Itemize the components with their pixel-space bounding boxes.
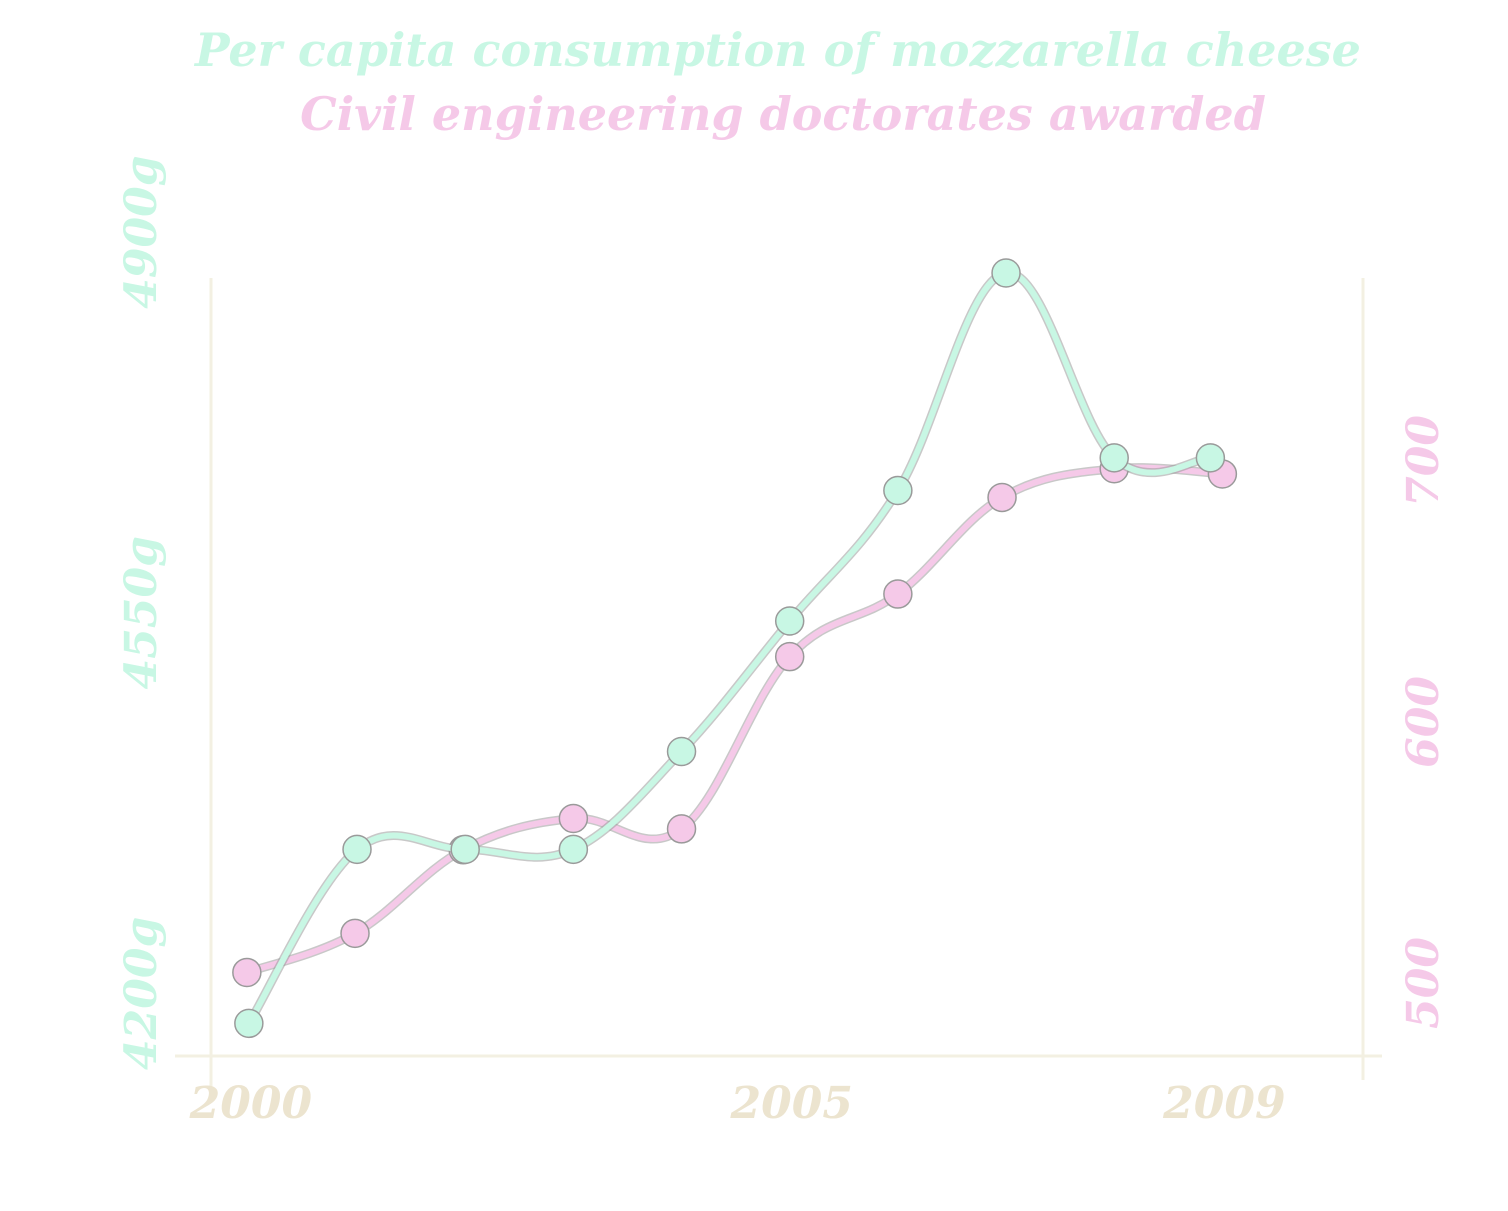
axes xyxy=(175,278,1382,1098)
data-point xyxy=(666,814,697,844)
left-y-tick-label: 4550g xyxy=(116,536,167,689)
data-point xyxy=(991,258,1021,288)
x-tick-label: 2000 xyxy=(189,1078,313,1129)
left-y-axis-ticks: 4200g 4550g 4900g xyxy=(116,156,167,1070)
data-point xyxy=(340,918,370,949)
data-point xyxy=(883,475,913,506)
data-point xyxy=(666,736,697,767)
series-civil-engineering-doctorates xyxy=(232,454,1238,988)
data-point xyxy=(558,834,589,865)
data-point xyxy=(987,482,1017,513)
right-y-axis-ticks: 500 600 700 xyxy=(1398,415,1449,1029)
series-line xyxy=(245,269,1214,1027)
data-point xyxy=(1195,443,1226,473)
chart-title-line-mozzarella: Per capita consumption of mozzarella che… xyxy=(193,23,1361,77)
x-tick-label: 2005 xyxy=(729,1078,852,1129)
right-y-tick-label: 500 xyxy=(1398,937,1449,1029)
left-y-tick-label: 4200g xyxy=(116,917,167,1070)
data-point xyxy=(774,641,805,672)
series-line-outline xyxy=(242,463,1227,977)
data-point xyxy=(342,834,372,865)
data-point xyxy=(558,803,589,834)
x-axis-ticks: 2000 2005 2009 xyxy=(189,1078,1286,1129)
x-tick-label: 2009 xyxy=(1162,1078,1285,1129)
left-y-tick-label: 4900g xyxy=(116,156,167,309)
data-point xyxy=(1099,443,1129,473)
chart-title: Per capita consumption of mozzarella che… xyxy=(193,23,1361,141)
data-point xyxy=(234,1008,264,1039)
series-mozzarella-consumption xyxy=(234,258,1226,1039)
right-y-tick-label: 600 xyxy=(1398,676,1449,768)
data-point xyxy=(883,579,913,609)
right-y-tick-label: 700 xyxy=(1398,415,1449,507)
data-point xyxy=(232,957,262,988)
data-point xyxy=(774,606,805,636)
chart-title-line-doctorates: Civil engineering doctorates awarded xyxy=(300,87,1266,141)
data-point xyxy=(450,834,480,865)
series-line xyxy=(243,464,1226,976)
